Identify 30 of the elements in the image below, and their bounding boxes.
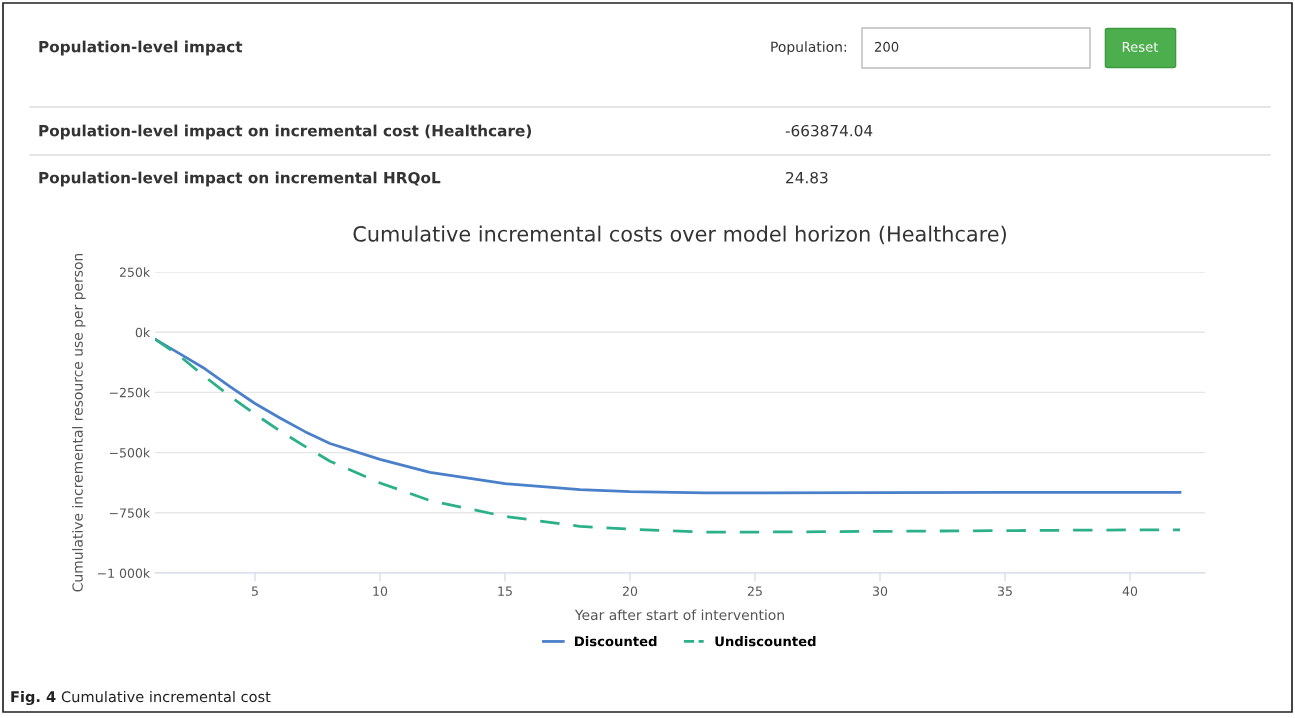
y-tick-label: 250k — [119, 267, 151, 277]
legend-label: Undiscounted — [715, 636, 816, 647]
text: Reset — [1122, 42, 1159, 52]
x-tick-label: 5 — [251, 586, 258, 596]
y-tick-label: −250k — [109, 387, 151, 398]
text: Population-level impact on incremental HRQoL — [39, 171, 441, 187]
legend-label: Discounted — [575, 636, 657, 647]
text: 24.83 — [786, 171, 828, 184]
y-tick-label: −500k — [109, 447, 151, 458]
y-tick-label: −750k — [109, 508, 151, 518]
text: Population: — [771, 41, 847, 55]
x-tick-label: 10 — [373, 586, 388, 596]
x-tick-label: 40 — [1122, 586, 1138, 596]
text: -663874.04 — [785, 124, 873, 137]
caption: Fig. 4 Cumulative incremental cost — [11, 690, 271, 706]
x-tick-label: 25 — [747, 586, 762, 596]
text: Population-level impact — [39, 40, 243, 56]
y-tick-label: 0k — [135, 327, 151, 338]
y-axis-title: Cumulative incremental resource use per person — [72, 253, 86, 592]
line-series — [155, 337, 1182, 534]
x-tick-label: 35 — [998, 586, 1012, 596]
x-tick-label: 20 — [622, 586, 638, 596]
line-series — [155, 337, 1182, 495]
x-tick-label: 30 — [873, 586, 888, 596]
x-tick-label: 15 — [498, 586, 512, 596]
text: 200 — [874, 41, 899, 52]
y-tick-label: −1 000k — [97, 568, 151, 578]
x-axis-title: Year after start of intervention — [574, 609, 784, 621]
chart-title: Cumulative incremental costs over model horizon (Healthcare) — [353, 225, 1006, 245]
text: Population-level impact on incremental cost (Healthcare) — [39, 124, 531, 140]
